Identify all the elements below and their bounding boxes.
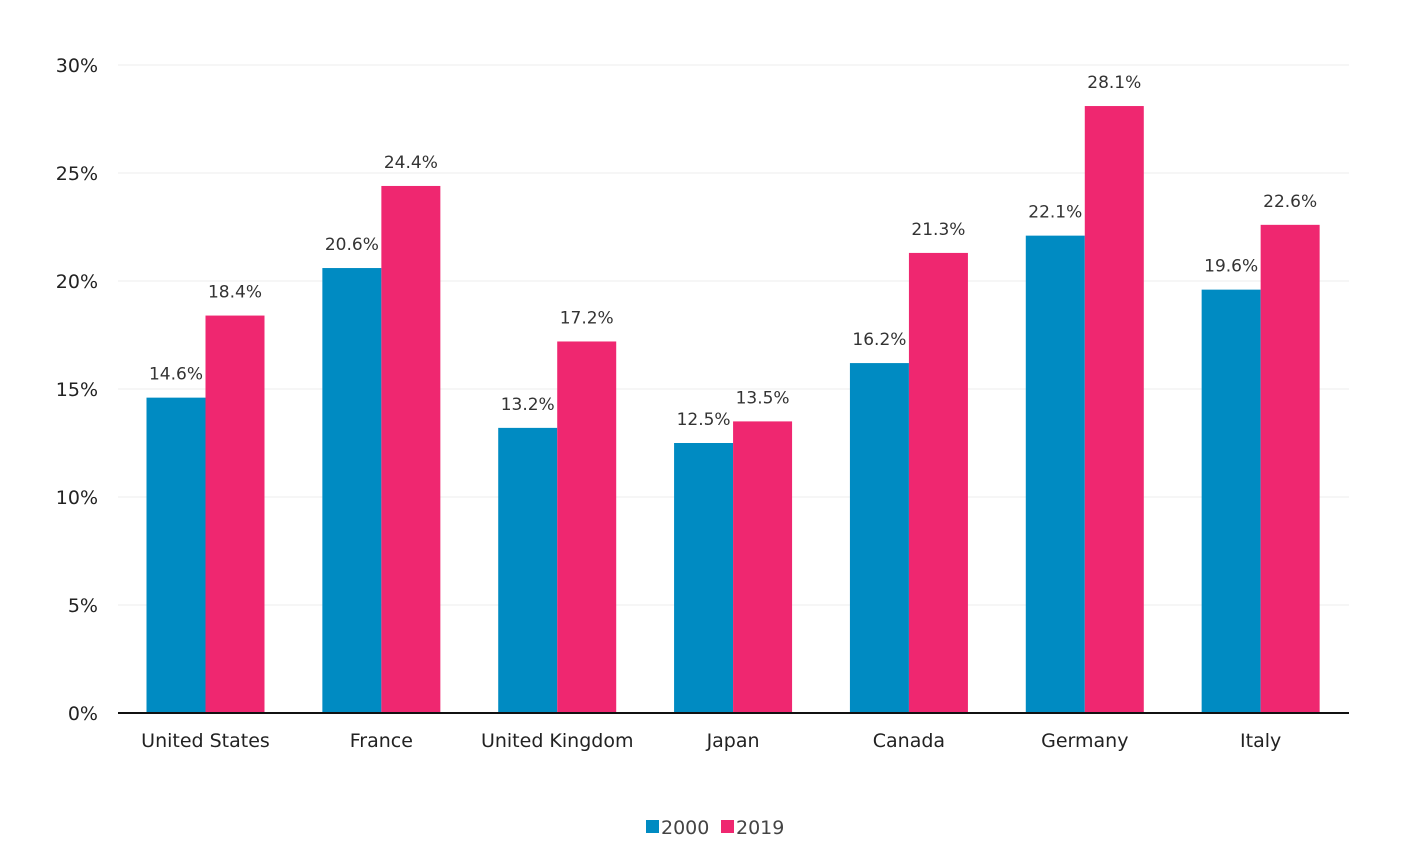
bar-2000-united-states [146, 397, 206, 713]
x-tick-label: Canada [873, 730, 945, 752]
legend-label-2019: 2019 [736, 817, 784, 839]
y-tick-label: 30% [56, 55, 98, 77]
data-label: 13.5% [736, 388, 790, 408]
data-label: 19.6% [1204, 257, 1258, 277]
data-label: 22.1% [1028, 203, 1082, 223]
legend-swatch-2000 [646, 820, 659, 833]
data-label: 13.2% [501, 395, 555, 415]
bars [146, 106, 1320, 714]
data-label: 21.3% [911, 220, 965, 240]
bar-2019-france [381, 185, 441, 713]
y-tick-label: 10% [56, 487, 98, 509]
y-tick-label: 20% [56, 271, 98, 293]
bar-2000-italy [1201, 289, 1261, 713]
bar-2000-japan [674, 443, 734, 713]
data-label: 16.2% [852, 330, 906, 350]
data-label: 20.6% [325, 235, 379, 255]
legend-label-2000: 2000 [661, 817, 709, 839]
bar-2019-united-kingdom [557, 341, 617, 713]
y-tick-label: 25% [56, 163, 98, 185]
x-tick-label: Italy [1240, 730, 1281, 752]
x-tick-label: Germany [1041, 730, 1128, 752]
y-axis: 0% 5% 10% 15% 20% 25% 30% [56, 55, 98, 725]
data-label: 18.4% [208, 283, 262, 303]
bar-2000-france [322, 268, 382, 713]
bar-2019-germany [1084, 106, 1144, 714]
legend: 2000 2019 [646, 817, 784, 839]
legend-swatch-2019 [721, 820, 734, 833]
bar-2019-united-states [205, 315, 265, 713]
bar-2019-japan [733, 421, 793, 713]
x-tick-label: United States [141, 730, 270, 752]
bar-2019-canada [908, 252, 968, 714]
data-label: 28.1% [1087, 73, 1141, 93]
y-tick-label: 0% [68, 703, 98, 725]
y-tick-label: 5% [68, 595, 98, 617]
data-label: 12.5% [677, 410, 731, 430]
bar-2000-germany [1025, 235, 1085, 713]
x-axis: United States France United Kingdom Japan Ca… [118, 712, 1349, 752]
y-tick-label: 15% [56, 379, 98, 401]
bar-2019-italy [1260, 224, 1320, 713]
data-labels: 14.6% 18.4% 20.6% 24.4% 13.2% 17.2% 12.5%13.5%… [149, 73, 1317, 430]
data-label: 22.6% [1263, 192, 1317, 212]
bar-2000-canada [849, 363, 909, 713]
x-tick-label: Japan [706, 730, 760, 752]
data-label: 24.4% [384, 153, 438, 173]
x-tick-label: United Kingdom [481, 730, 634, 752]
data-label: 14.6% [149, 365, 203, 385]
bar-2000-united-kingdom [498, 427, 558, 713]
x-tick-label: France [350, 730, 413, 752]
data-label: 17.2% [560, 308, 614, 328]
